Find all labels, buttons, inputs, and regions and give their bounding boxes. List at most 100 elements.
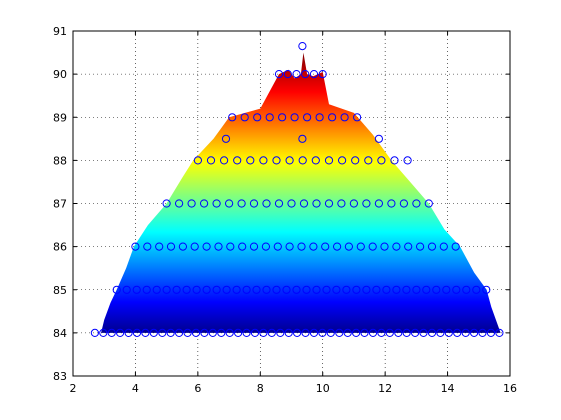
data-point xyxy=(283,70,292,79)
data-point xyxy=(351,156,360,165)
data-point xyxy=(402,285,411,294)
data-point xyxy=(312,285,321,294)
data-point xyxy=(340,113,349,122)
data-point xyxy=(453,328,462,337)
data-point xyxy=(452,285,461,294)
data-point xyxy=(182,285,191,294)
data-point xyxy=(175,328,184,337)
data-point xyxy=(318,328,327,337)
x-tick-labels: 2 4 6 8 10 12 14 16 xyxy=(70,382,518,395)
data-point xyxy=(183,328,192,337)
data-point xyxy=(462,285,471,294)
y-tick-label: 89 xyxy=(53,111,67,124)
data-point xyxy=(162,199,171,208)
data-point xyxy=(259,156,268,165)
data-point xyxy=(424,199,433,208)
data-point xyxy=(353,113,362,122)
data-point xyxy=(192,285,201,294)
data-point xyxy=(333,242,342,251)
data-point xyxy=(352,285,361,294)
data-point xyxy=(233,156,242,165)
data-point xyxy=(202,242,211,251)
x-tick-label: 8 xyxy=(257,382,264,395)
data-point xyxy=(368,328,378,337)
data-point xyxy=(265,113,274,122)
data-point xyxy=(301,70,310,79)
data-point xyxy=(282,285,291,294)
data-point xyxy=(292,70,301,79)
data-point xyxy=(132,328,142,337)
data-point xyxy=(155,242,164,251)
data-point xyxy=(287,199,296,208)
data-point xyxy=(206,156,216,165)
data-point xyxy=(290,113,299,122)
data-point xyxy=(214,242,223,251)
data-point xyxy=(116,328,125,337)
data-point xyxy=(142,285,151,294)
data-point xyxy=(427,328,437,337)
x-tick-label: 4 xyxy=(132,382,139,395)
data-point xyxy=(301,328,310,337)
data-point xyxy=(444,328,453,337)
data-point xyxy=(377,328,386,337)
data-point xyxy=(237,199,246,208)
data-point xyxy=(212,285,221,294)
data-point xyxy=(432,285,441,294)
data-point xyxy=(322,285,331,294)
data-point xyxy=(232,285,241,294)
data-point xyxy=(226,242,235,251)
data-point xyxy=(495,328,504,337)
x-tick-label: 16 xyxy=(503,382,517,395)
data-point xyxy=(442,285,451,294)
scatter-series xyxy=(90,42,504,337)
data-point xyxy=(404,242,413,251)
data-point xyxy=(302,285,311,294)
data-point xyxy=(390,156,399,165)
data-point xyxy=(298,134,307,143)
x-tick-label: 10 xyxy=(316,382,330,395)
x-tick-label: 12 xyxy=(378,382,392,395)
data-point xyxy=(172,285,181,294)
y-tick-label: 91 xyxy=(53,25,67,38)
x-tick-label: 6 xyxy=(194,382,201,395)
data-point xyxy=(166,328,175,337)
data-point xyxy=(240,113,249,122)
data-point xyxy=(324,199,334,208)
data-point xyxy=(158,328,167,337)
data-point xyxy=(122,285,131,294)
data-point xyxy=(311,156,320,165)
data-point xyxy=(337,199,346,208)
data-point xyxy=(242,285,251,294)
data-point xyxy=(416,242,425,251)
y-tick-label: 85 xyxy=(53,284,67,297)
data-point xyxy=(392,242,401,251)
data-point xyxy=(419,328,428,337)
data-point xyxy=(380,242,389,251)
data-point xyxy=(99,328,108,337)
y-tick-label: 87 xyxy=(53,198,67,211)
data-point xyxy=(259,328,268,337)
data-point xyxy=(387,199,396,208)
data-point xyxy=(149,328,158,337)
data-point xyxy=(208,328,217,337)
data-point xyxy=(402,328,411,337)
data-point xyxy=(193,156,202,165)
data-point xyxy=(132,285,141,294)
data-point xyxy=(299,199,309,208)
data-point xyxy=(472,285,481,294)
y-tick-labels: 83 84 85 86 87 88 89 90 91 xyxy=(53,25,67,383)
data-point xyxy=(315,113,324,122)
data-point xyxy=(312,199,321,208)
data-point xyxy=(162,285,171,294)
data-point xyxy=(374,134,383,143)
data-point xyxy=(352,328,361,337)
y-tick-label: 83 xyxy=(53,370,67,383)
data-point xyxy=(328,113,337,122)
data-point xyxy=(274,199,284,208)
data-point xyxy=(178,242,187,251)
data-point xyxy=(242,328,251,337)
axes xyxy=(72,30,511,377)
data-point xyxy=(486,328,496,337)
data-point xyxy=(411,328,420,337)
